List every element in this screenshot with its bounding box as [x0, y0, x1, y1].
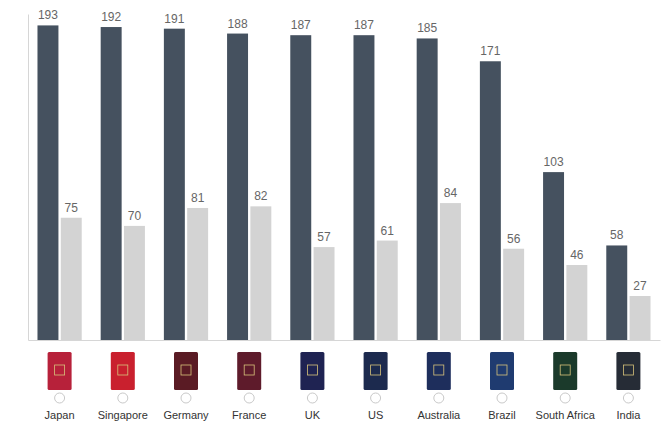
x-tick-label: Brazil	[488, 409, 516, 421]
flag-icon	[118, 393, 128, 403]
bar	[630, 296, 651, 340]
passport-emblem	[55, 365, 65, 375]
passport-emblem	[244, 365, 254, 375]
y-axis-line	[28, 15, 29, 341]
data-label: 82	[254, 189, 268, 203]
x-tick: Australia	[417, 409, 461, 421]
data-label: 70	[128, 209, 142, 223]
passport-emblem	[434, 365, 444, 375]
x-tick: Brazil	[488, 409, 516, 421]
flag-icon	[497, 393, 507, 403]
x-tick-label: Australia	[417, 409, 461, 421]
passport-emblem	[623, 365, 633, 375]
bar	[377, 241, 398, 340]
flag-icon	[434, 393, 444, 403]
data-label: 191	[164, 12, 184, 26]
chart: Japan Singapore Germany France UK US Australia…	[0, 0, 670, 433]
bar	[417, 38, 438, 340]
x-tick: Germany	[163, 409, 209, 421]
passport-icon	[427, 352, 451, 390]
flag-icon	[560, 393, 570, 403]
data-label: 57	[317, 230, 331, 244]
bar	[480, 61, 501, 340]
passport-icon	[364, 352, 388, 390]
bar	[227, 34, 248, 340]
bar	[606, 245, 627, 340]
flag-icon	[181, 393, 191, 403]
y-axis	[28, 15, 29, 341]
x-tick: US	[368, 409, 383, 421]
passport-emblem	[181, 365, 191, 375]
bar	[543, 172, 564, 340]
x-tick-label: India	[616, 409, 641, 421]
x-tick: France	[232, 409, 266, 421]
bar	[101, 27, 122, 340]
bar	[290, 35, 311, 340]
passport-icon	[237, 352, 261, 390]
bar	[353, 35, 374, 340]
x-tick: South Africa	[536, 409, 596, 421]
x-tick: Japan	[45, 409, 75, 421]
data-label: 81	[191, 191, 205, 205]
bar	[440, 203, 461, 340]
bars	[37, 25, 650, 340]
bar	[566, 265, 587, 340]
bar	[61, 218, 82, 340]
passport-emblem	[560, 365, 570, 375]
x-tick-label: South Africa	[536, 409, 596, 421]
passport-emblem	[497, 365, 507, 375]
data-label: 187	[354, 18, 374, 32]
passport-icons	[48, 352, 641, 403]
passport-icon	[174, 352, 198, 390]
x-tick-label: Japan	[45, 409, 75, 421]
x-axis: Japan Singapore Germany France UK US Australia…	[29, 341, 661, 421]
data-label: 187	[291, 18, 311, 32]
x-tick: India	[616, 409, 641, 421]
data-label: 103	[544, 155, 564, 169]
flag-icon	[307, 393, 317, 403]
x-tick-label: US	[368, 409, 383, 421]
bar	[250, 206, 271, 340]
data-label: 171	[480, 44, 500, 58]
bar	[37, 25, 58, 340]
data-label: 61	[381, 224, 395, 238]
data-label: 185	[417, 21, 437, 35]
data-label: 27	[633, 279, 647, 293]
passport-icon	[553, 352, 577, 390]
flag-icon	[371, 393, 381, 403]
flag-icon	[55, 393, 65, 403]
x-tick-label: France	[232, 409, 266, 421]
bar	[187, 208, 208, 340]
passport-emblem	[118, 365, 128, 375]
bar	[124, 226, 145, 340]
x-tick-label: Singapore	[98, 409, 148, 421]
passport-emblem	[371, 365, 381, 375]
bar	[503, 249, 524, 340]
data-label: 188	[228, 17, 248, 31]
x-tick: Singapore	[98, 409, 148, 421]
x-tick-label: Germany	[163, 409, 209, 421]
passport-icon	[300, 352, 324, 390]
data-label: 193	[38, 8, 58, 22]
x-axis-line	[29, 340, 661, 341]
flag-icon	[623, 393, 633, 403]
x-tick-label: UK	[305, 409, 321, 421]
bar	[314, 247, 335, 340]
bar	[164, 29, 185, 340]
passport-icon	[111, 352, 135, 390]
data-label: 58	[610, 228, 624, 242]
x-tick: UK	[305, 409, 321, 421]
data-label: 192	[101, 10, 121, 24]
passport-icon	[616, 352, 640, 390]
data-label: 46	[570, 248, 584, 262]
data-labels: 193 192 191 188 187 187 185 171 103 58 75 70 81 82 57 6…	[38, 8, 647, 293]
data-label: 56	[507, 232, 521, 246]
data-label: 84	[444, 186, 458, 200]
passport-icon	[48, 352, 72, 390]
passport-emblem	[307, 365, 317, 375]
flag-icon	[244, 393, 254, 403]
passport-icon	[490, 352, 514, 390]
data-label: 75	[65, 201, 79, 215]
